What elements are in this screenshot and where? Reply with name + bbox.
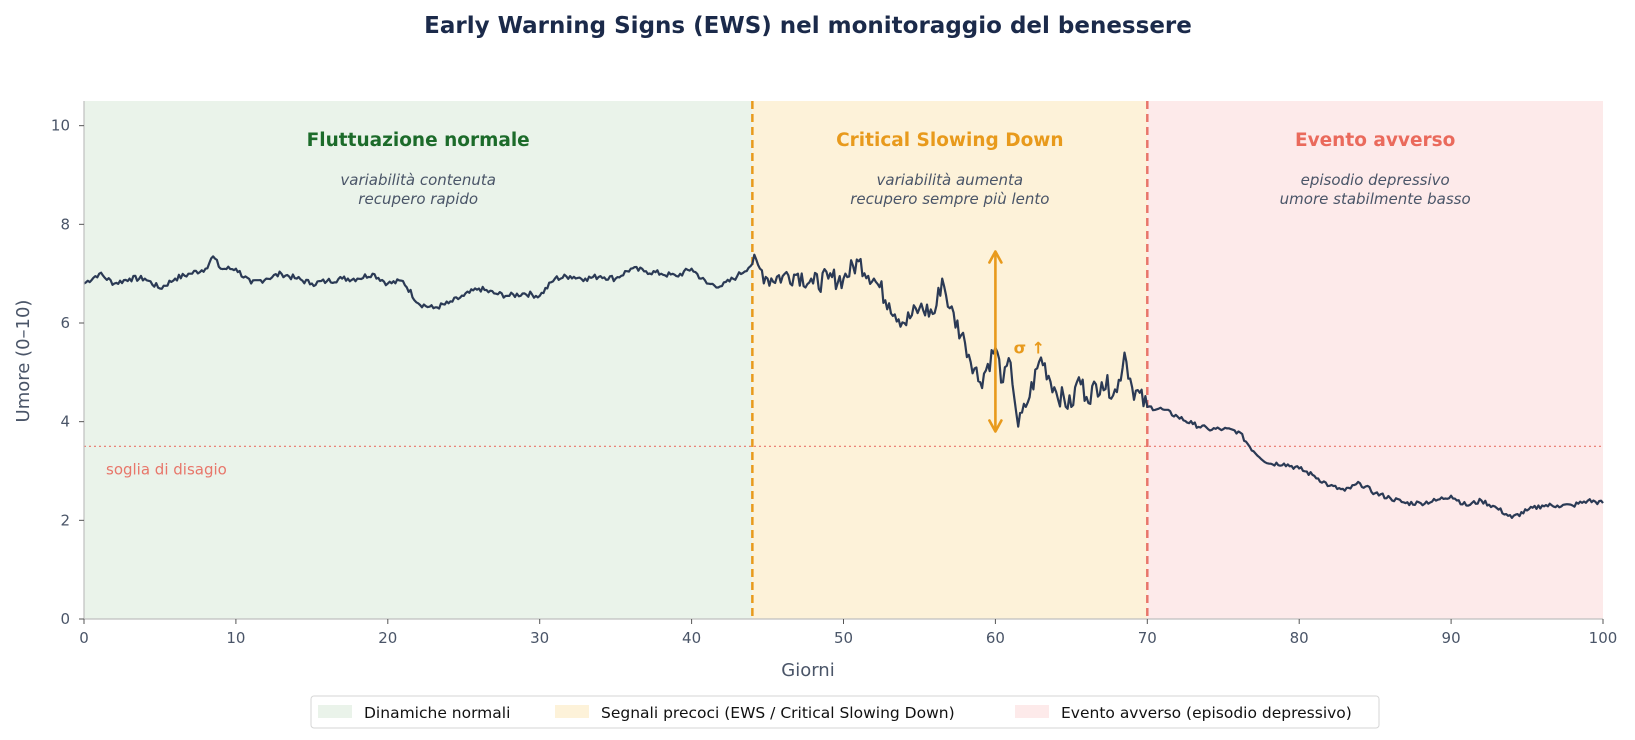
x-axis-label: Giorni [781,660,834,681]
region-subtitle-0-1: recupero rapido [358,190,478,208]
region-subtitle-0-0: variabilità contenuta [340,171,496,189]
legend-swatch-0 [318,705,352,718]
legend-label-2: Evento avverso (episodio depressivo) [1061,704,1352,722]
x-tick-label-3: 30 [530,629,549,647]
axes: 0 10 20 30 40 50 60 70 80 90 100 0 2 4 6 8 10 [51,101,1617,647]
region-band-2 [1147,101,1603,619]
chart-title: Early Warning Signs (EWS) nel monitoragg… [424,13,1192,39]
y-tick-label-1: 2 [60,511,70,529]
region-subtitle-2-0: episodio depressivo [1301,171,1450,189]
sigma-label: σ ↑ [1014,339,1045,358]
region-bands: Fluttuazione normale variabilità contenut… [84,101,1603,619]
legend-swatch-1 [555,705,589,718]
region-subtitle-2-1: umore stabilmente basso [1280,190,1471,208]
region-band-0 [84,101,753,619]
threshold-group: soglia di disagio [84,445,1603,478]
region-title-2: Evento avverso [1295,130,1455,151]
region-subtitle-1-0: variabilità aumenta [877,171,1024,189]
x-tick-label-4: 40 [682,629,701,647]
phase-boundaries [751,101,1149,619]
region-subtitle-1-1: recupero sempre più lento [850,190,1049,208]
threshold-label: soglia di disagio [106,460,227,478]
legend-swatch-2 [1015,705,1049,718]
x-tick-label-9: 90 [1442,629,1461,647]
region-band-1 [752,101,1148,619]
x-tick-label-7: 70 [1138,629,1157,647]
legend: Dinamiche normali Segnali precoci (EWS / … [310,695,1380,729]
x-tick-label-2: 20 [378,629,397,647]
y-axis-label: Umore (0–10) [13,300,34,423]
series-group [83,253,1604,520]
x-tick-label-0: 0 [79,629,89,647]
y-tick-label-4: 8 [60,215,70,233]
legend-label-0: Dinamiche normali [364,704,510,722]
legend-frame [310,695,1380,729]
sigma-arrow-head-top [988,250,1003,264]
x-tick-label-8: 80 [1290,629,1309,647]
region-title-1: Critical Slowing Down [836,130,1063,151]
y-tick-label-2: 4 [60,413,70,431]
sigma-arrow-group: σ ↑ [988,250,1045,433]
region-title-0: Fluttuazione normale [307,130,530,151]
y-tick-label-3: 6 [60,314,70,332]
mood-series-line-0 [83,253,1604,520]
x-tick-label-1: 10 [226,629,245,647]
y-tick-label-5: 10 [51,117,70,135]
x-tick-label-5: 50 [834,629,853,647]
x-tick-label-6: 60 [986,629,1005,647]
y-tick-label-0: 0 [60,610,70,628]
sigma-arrow-head-bottom [988,419,1003,433]
legend-label-1: Segnali precoci (EWS / Critical Slowing … [601,704,955,722]
x-tick-label-10: 100 [1589,629,1618,647]
